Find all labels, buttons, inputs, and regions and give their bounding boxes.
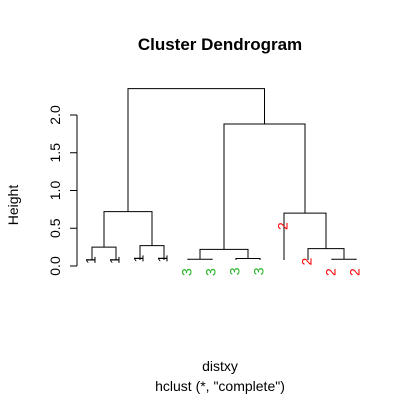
merge-branch	[200, 249, 248, 259]
merge-branch	[128, 89, 265, 212]
y-tick-label: 2.0	[47, 105, 63, 125]
leaf-label: 3	[227, 267, 243, 275]
leaf-label: 1	[155, 254, 171, 262]
merge-branch	[284, 213, 326, 260]
y-axis-label: Height	[5, 185, 21, 226]
merge-branch	[188, 259, 212, 260]
method-caption: hclust (*, "complete")	[155, 378, 285, 394]
y-tick-label: 0.5	[47, 218, 63, 238]
chart-title: Cluster Dendrogram	[138, 35, 302, 54]
dendrogram-tree	[92, 89, 356, 260]
leaf-label: 3	[251, 267, 267, 275]
y-tick-label: 0.0	[47, 256, 63, 276]
merge-branch	[104, 212, 152, 247]
leaf-label: 3	[203, 268, 219, 276]
y-tick-label: 1.5	[47, 143, 63, 163]
y-ticks: 0.0 0.5 1.0 1.5 2.0	[47, 105, 77, 276]
leaf-label: 1	[83, 256, 99, 264]
merge-branch	[224, 124, 305, 249]
y-tick-label: 1.0	[47, 181, 63, 201]
leaf-label: 3	[179, 268, 195, 276]
leaf-label: 1	[131, 254, 147, 262]
leaf-label: 2	[299, 257, 315, 265]
leaf-label: 2	[323, 268, 339, 276]
y-axis: 0.0 0.5 1.0 1.5 2.0	[47, 105, 77, 276]
x-axis-label: distxy	[202, 358, 238, 374]
leaf-label: 1	[107, 256, 123, 264]
leaf-label: 2	[347, 268, 363, 276]
leaf-label: 2	[275, 222, 291, 230]
merge-branch	[236, 258, 260, 260]
merge-branch	[332, 259, 356, 260]
